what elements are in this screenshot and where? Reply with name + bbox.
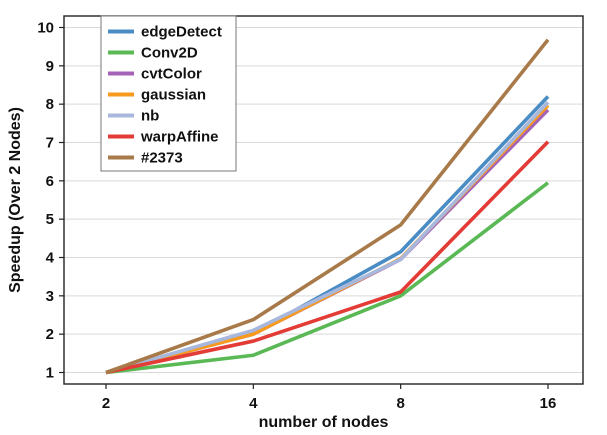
x-tick-label: 4 xyxy=(249,395,258,412)
y-axis-title: Speedup (Over 2 Nodes) xyxy=(7,107,24,293)
x-axis: 2 4 8 16 xyxy=(102,384,557,412)
series-line-6 xyxy=(105,38,550,375)
plot-frame xyxy=(63,15,584,385)
series-line-4 xyxy=(105,101,550,375)
y-tick-label: 2 xyxy=(46,326,54,343)
legend-label-4: nb xyxy=(141,108,159,125)
legend-label-2: cvtColor xyxy=(141,66,202,83)
y-tick-label: 7 xyxy=(46,135,54,152)
legend-label-0: edgeDetect xyxy=(141,24,222,41)
x-tick-label: 2 xyxy=(102,395,110,412)
legend: edgeDetect Conv2D cvtColor gaussian nb warpAf… xyxy=(100,15,237,172)
legend-label-5: warpAffine xyxy=(140,129,219,146)
series-line-1 xyxy=(105,181,550,375)
legend-label-3: gaussian xyxy=(141,87,206,104)
y-tick-label: 3 xyxy=(46,288,54,305)
y-tick-label: 9 xyxy=(46,58,54,75)
y-tick-label: 4 xyxy=(46,250,55,267)
y-tick-label: 6 xyxy=(46,173,54,190)
y-tick-label: 10 xyxy=(37,20,54,37)
series-lines xyxy=(105,38,550,375)
x-tick-label: 8 xyxy=(396,395,404,412)
series-line-5 xyxy=(105,140,550,375)
legend-label-1: Conv2D xyxy=(141,45,198,62)
x-tick-label: 16 xyxy=(540,395,557,412)
y-tick-label: 8 xyxy=(46,96,54,113)
y-tick-label: 5 xyxy=(46,211,54,228)
y-axis: 1 2 3 4 5 6 7 8 9 10 xyxy=(37,20,64,382)
legend-label-6: #2373 xyxy=(141,150,183,167)
x-axis-title: number of nodes xyxy=(259,414,389,431)
y-tick-label: 1 xyxy=(46,365,54,382)
